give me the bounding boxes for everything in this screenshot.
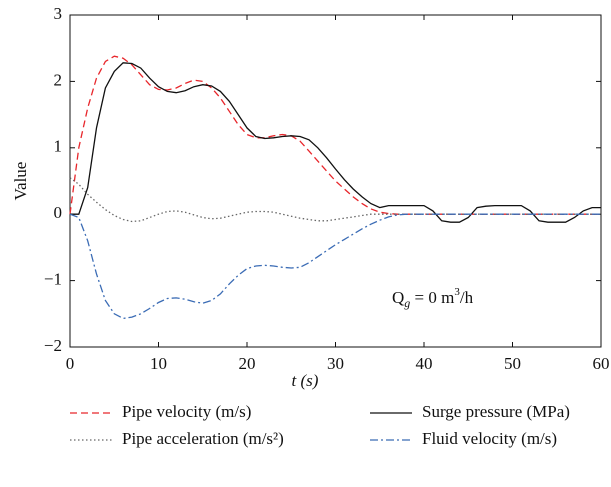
series-line	[69, 177, 601, 223]
y-tick-label: 0	[54, 203, 63, 222]
series-line	[70, 62, 601, 223]
plot-frame	[69, 14, 602, 348]
series-line	[69, 213, 601, 320]
annotation-part: /h	[460, 288, 474, 307]
legend-label: Surge pressure (MPa)	[422, 402, 570, 421]
y-axis-label: Value	[11, 162, 30, 201]
series-line	[69, 55, 601, 215]
y-tick-label: 2	[54, 70, 63, 89]
y-tick-label: −2	[44, 336, 62, 355]
annotation-part: g	[404, 296, 410, 310]
y-tick-label: 3	[54, 4, 63, 23]
x-tick-label: 60	[593, 354, 610, 373]
annotation-part: 3	[454, 286, 460, 298]
legend-label: Fluid velocity (m/s)	[422, 429, 557, 448]
legend-label: Pipe velocity (m/s)	[122, 402, 251, 421]
y-tick-label: 1	[54, 137, 63, 156]
x-tick-label: 50	[504, 354, 521, 373]
x-tick-label: 40	[416, 354, 433, 373]
annotation-part: Q	[392, 288, 404, 307]
annotation: Qg = 0 m3/h	[392, 286, 474, 310]
x-tick-label: 0	[66, 354, 75, 373]
legend-label: Pipe acceleration (m/s²)	[122, 429, 284, 448]
y-tick-label: −1	[44, 270, 62, 289]
annotation-part: = 0 m	[410, 288, 454, 307]
x-tick-label: 20	[239, 354, 256, 373]
x-tick-label: 10	[150, 354, 167, 373]
x-axis-label: t (s)	[292, 371, 319, 390]
x-tick-label: 30	[327, 354, 344, 373]
